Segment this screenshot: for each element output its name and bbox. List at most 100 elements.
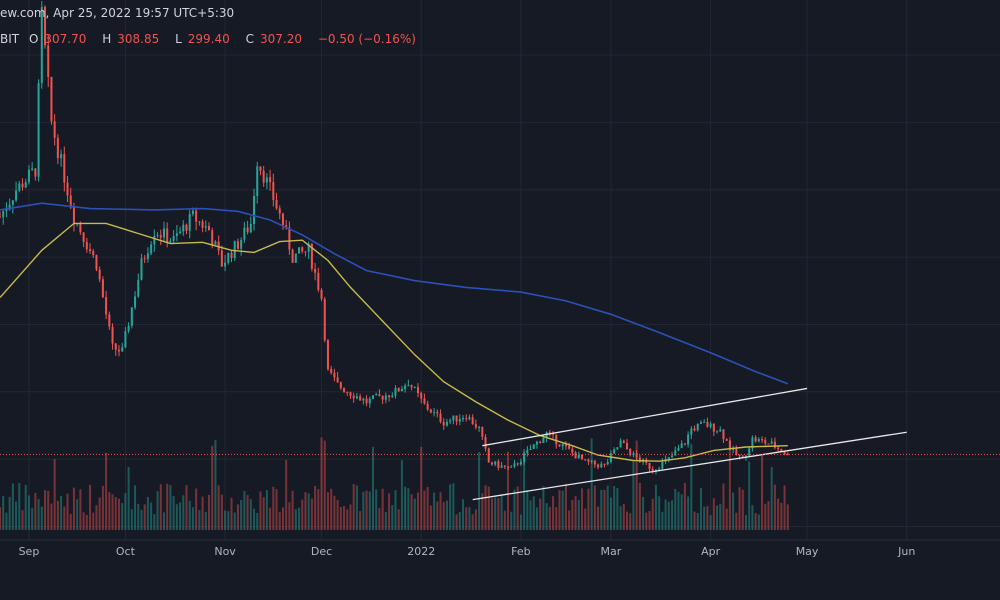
candle-body: [616, 447, 619, 450]
volume-bar: [31, 507, 34, 530]
volume-bar: [542, 486, 545, 530]
trendline: [482, 387, 808, 447]
candle-body: [275, 199, 278, 209]
candle-body: [667, 457, 670, 460]
candle-body: [339, 382, 342, 389]
volume-bar: [735, 512, 738, 530]
volume-bar: [333, 495, 336, 530]
candle-body: [21, 183, 24, 188]
volume-bar: [134, 485, 137, 530]
volume-bar: [462, 499, 465, 530]
candle-body: [764, 440, 767, 444]
candle-body: [783, 451, 786, 455]
volume-bar: [262, 497, 265, 530]
volume-bar: [66, 493, 69, 530]
volume-bar: [658, 496, 661, 530]
candle-body: [198, 221, 201, 223]
volume-bar: [507, 451, 510, 530]
candle-body: [44, 6, 47, 46]
candle-body: [757, 439, 760, 442]
candle-body: [674, 450, 677, 456]
volume-bar: [2, 495, 5, 530]
candle-body: [555, 434, 558, 445]
candle-body: [201, 221, 204, 228]
volume-bar: [420, 446, 423, 530]
volume-bar: [355, 485, 358, 530]
volume-bar: [375, 489, 378, 530]
candle-body: [301, 247, 304, 252]
volume-bar: [481, 493, 484, 530]
candle-body: [613, 449, 616, 454]
volume-bar: [60, 495, 63, 530]
volume-bar: [156, 491, 159, 530]
volume-bar: [352, 484, 355, 530]
candle-body: [355, 396, 358, 399]
volume-bar: [744, 515, 747, 530]
candle-body: [66, 182, 69, 196]
candle-body: [728, 440, 731, 450]
candle-body: [471, 417, 474, 425]
volume-bar: [436, 501, 439, 530]
volume-bar: [667, 501, 670, 530]
volume-bar: [233, 512, 236, 530]
candle-body: [182, 224, 185, 232]
candle-body: [744, 455, 747, 457]
volume-bar: [445, 500, 448, 530]
candle-body: [179, 231, 182, 234]
candle-body: [224, 262, 227, 267]
candle-body: [288, 227, 291, 250]
trendline: [472, 431, 907, 501]
volume-bar: [548, 506, 551, 530]
volume-bar: [574, 496, 577, 530]
volume-bar: [603, 489, 606, 530]
volume-bar: [690, 443, 693, 530]
candle-body: [278, 208, 281, 214]
candle-body: [484, 436, 487, 449]
volume-bar: [378, 508, 381, 530]
volume-bar: [256, 512, 259, 530]
candle-body: [56, 137, 59, 159]
volume-bar: [539, 498, 542, 530]
volume-bar: [127, 466, 130, 530]
candle-body: [571, 448, 574, 453]
x-tick-label: Oct: [116, 545, 136, 558]
volume-bar: [24, 484, 27, 530]
candle-body: [748, 448, 751, 456]
volume-bar: [783, 485, 786, 530]
candle-body: [629, 448, 632, 456]
volume-bar: [526, 490, 529, 530]
candle-body: [394, 388, 397, 396]
candle-body: [314, 268, 317, 273]
candle-body: [5, 209, 8, 212]
volume-bar: [613, 485, 616, 530]
volume-bar: [786, 504, 789, 530]
volume-bar: [388, 493, 391, 530]
volume-bar: [757, 514, 760, 530]
volume-bar: [37, 498, 40, 530]
volume-bar: [5, 512, 8, 530]
volume-bar: [63, 506, 66, 530]
volume-bar: [98, 497, 101, 530]
volume-bar: [307, 493, 310, 530]
volume-bar: [754, 513, 757, 530]
volume-bar: [433, 492, 436, 530]
volume-bar: [314, 485, 317, 530]
volume-bar: [159, 484, 162, 530]
candle-body: [751, 437, 754, 449]
volume-bar: [69, 513, 72, 530]
volume-bar: [725, 508, 728, 530]
candle-body: [539, 441, 542, 443]
volume-bar: [343, 506, 346, 530]
volume-bar: [217, 485, 220, 530]
volume-bar: [243, 490, 246, 530]
candle-body: [587, 459, 590, 462]
x-tick-label: Mar: [601, 545, 622, 558]
candle-body: [593, 460, 596, 465]
volume-bar: [188, 500, 191, 530]
candle-body: [143, 258, 146, 260]
volume-bar: [224, 510, 227, 530]
candle-body: [606, 462, 609, 465]
volume-bar: [336, 499, 339, 530]
volume-bar: [571, 499, 574, 530]
